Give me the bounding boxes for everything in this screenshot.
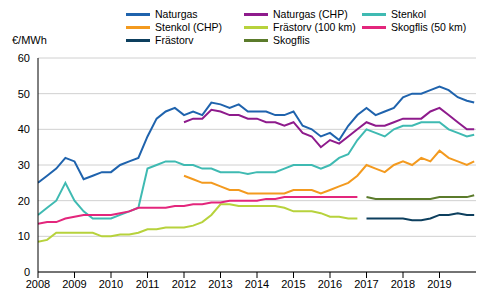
svg-text:60: 60 [18,52,30,64]
html-text:Skogflis (50 km): Skogflis (50 km) [391,21,467,33]
svg-text:2015: 2015 [281,278,305,290]
svg-text:2011: 2011 [136,278,160,290]
svg-text:10: 10 [18,230,30,242]
svg-text:2013: 2013 [208,278,232,290]
html-text:Skogflis: Skogflis [273,34,310,46]
svg-text:2010: 2010 [99,278,123,290]
svg-text:2008: 2008 [26,278,50,290]
svg-text:2018: 2018 [391,278,415,290]
html-text:Stenkol: Stenkol [391,8,426,20]
html-text:€/MWh: €/MWh [12,34,47,46]
svg-text:2019: 2019 [427,278,451,290]
html-text:Naturgas: Naturgas [155,8,198,20]
svg-text:0: 0 [24,266,30,278]
svg-text:30: 30 [18,159,30,171]
html-text:Stenkol (CHP): Stenkol (CHP) [155,21,223,33]
svg-text:2016: 2016 [318,278,342,290]
html-text:Frästorv: Frästorv [155,34,194,46]
svg-text:50: 50 [18,88,30,100]
svg-text:2017: 2017 [354,278,378,290]
html-text:Naturgas (CHP): Naturgas (CHP) [273,8,348,20]
html-text:Frästorv (100 km): Frästorv (100 km) [273,21,356,33]
svg-text:20: 20 [18,195,30,207]
svg-text:40: 40 [18,123,30,135]
svg-text:2012: 2012 [172,278,196,290]
svg-text:2014: 2014 [245,278,269,290]
svg-text:2009: 2009 [62,278,86,290]
